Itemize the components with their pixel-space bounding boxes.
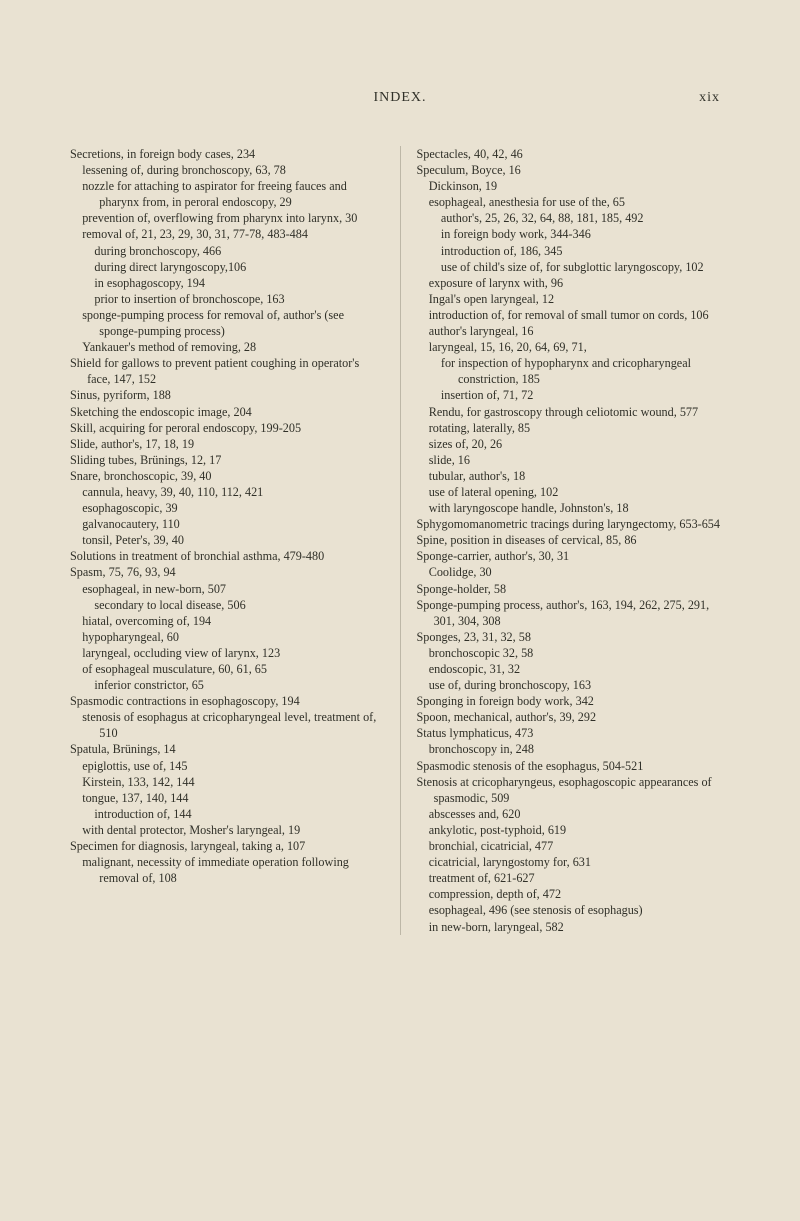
index-entry: sizes of, 20, 26: [417, 436, 731, 452]
index-entry: bronchial, cicatricial, 477: [417, 838, 731, 854]
index-entry: esophageal, in new-born, 507: [70, 581, 384, 597]
index-entry: Spatula, Brünings, 14: [70, 741, 384, 757]
index-entry: Speculum, Boyce, 16: [417, 162, 731, 178]
index-entry: sponge-pumping process for removal of, a…: [70, 307, 384, 339]
index-entry: Shield for gallows to prevent patient co…: [70, 355, 384, 387]
index-entry: esophageal, 496 (see stenosis of esophag…: [417, 902, 731, 918]
column-separator: [400, 146, 401, 935]
index-entry: Slide, author's, 17, 18, 19: [70, 436, 384, 452]
index-entry: Specimen for diagnosis, laryngeal, takin…: [70, 838, 384, 854]
index-entry: hiatal, overcoming of, 194: [70, 613, 384, 629]
index-entry: Kirstein, 133, 142, 144: [70, 774, 384, 790]
index-entry: galvanocautery, 110: [70, 516, 384, 532]
index-entry: author's laryngeal, 16: [417, 323, 731, 339]
index-entry: Sliding tubes, Brünings, 12, 17: [70, 452, 384, 468]
index-entry: slide, 16: [417, 452, 731, 468]
index-entry: Sinus, pyriform, 188: [70, 387, 384, 403]
index-entry: Snare, bronchoscopic, 39, 40: [70, 468, 384, 484]
index-entry: tubular, author's, 18: [417, 468, 731, 484]
index-entry: Stenosis at cricopharyngeus, esophagosco…: [417, 774, 731, 806]
index-entry: endoscopic, 31, 32: [417, 661, 731, 677]
index-entry: during direct laryngoscopy,106: [70, 259, 384, 275]
index-entry: insertion of, 71, 72: [417, 387, 731, 403]
index-entry: author's, 25, 26, 32, 64, 88, 181, 185, …: [417, 210, 731, 226]
index-column-right: Spectacles, 40, 42, 46Speculum, Boyce, 1…: [417, 146, 731, 935]
index-entry: Spine, position in diseases of cervical,…: [417, 532, 731, 548]
index-entry: abscesses and, 620: [417, 806, 731, 822]
index-entry: Sphygomomanometric tracings during laryn…: [417, 516, 731, 532]
index-entry: laryngeal, occluding view of larynx, 123: [70, 645, 384, 661]
page-number: xix: [660, 90, 720, 106]
index-entry: use of lateral opening, 102: [417, 484, 731, 500]
index-entry: bronchoscopy in, 248: [417, 741, 731, 757]
index-entry: introduction of, 186, 345: [417, 243, 731, 259]
index-entry: with laryngoscope handle, Johnston's, 18: [417, 500, 731, 516]
index-entry: malignant, necessity of immediate operat…: [70, 854, 384, 886]
index-entry: compression, depth of, 472: [417, 886, 731, 902]
index-entry: nozzle for attaching to aspirator for fr…: [70, 178, 384, 210]
index-entry: with dental protector, Mosher's laryngea…: [70, 822, 384, 838]
index-entry: Spoon, mechanical, author's, 39, 292: [417, 709, 731, 725]
index-entry: use of child's size of, for subglottic l…: [417, 259, 731, 275]
index-entry: prior to insertion of bronchoscope, 163: [70, 291, 384, 307]
index-entry: esophagoscopic, 39: [70, 500, 384, 516]
index-entry: tonsil, Peter's, 39, 40: [70, 532, 384, 548]
index-entry: stenosis of esophagus at cricopharyngeal…: [70, 709, 384, 741]
index-entry: Skill, acquiring for peroral endoscopy, …: [70, 420, 384, 436]
index-entry: Status lymphaticus, 473: [417, 725, 731, 741]
index-columns: Secretions, in foreign body cases, 234le…: [70, 146, 730, 935]
index-entry: Spectacles, 40, 42, 46: [417, 146, 731, 162]
index-entry: Sponge-carrier, author's, 30, 31: [417, 548, 731, 564]
index-entry: introduction of, for removal of small tu…: [417, 307, 731, 323]
index-entry: esophageal, anesthesia for use of the, 6…: [417, 194, 731, 210]
index-entry: Solutions in treatment of bronchial asth…: [70, 548, 384, 564]
index-entry: epiglottis, use of, 145: [70, 758, 384, 774]
index-entry: bronchoscopic 32, 58: [417, 645, 731, 661]
index-entry: inferior constrictor, 65: [70, 677, 384, 693]
index-entry: Coolidge, 30: [417, 564, 731, 580]
index-entry: hypopharyngeal, 60: [70, 629, 384, 645]
index-entry: treatment of, 621-627: [417, 870, 731, 886]
index-entry: of esophageal musculature, 60, 61, 65: [70, 661, 384, 677]
index-entry: removal of, 21, 23, 29, 30, 31, 77-78, 4…: [70, 226, 384, 242]
index-entry: ankylotic, post-typhoid, 619: [417, 822, 731, 838]
index-entry: use of, during bronchoscopy, 163: [417, 677, 731, 693]
index-entry: secondary to local disease, 506: [70, 597, 384, 613]
index-entry: Dickinson, 19: [417, 178, 731, 194]
index-entry: during bronchoscopy, 466: [70, 243, 384, 259]
index-entry: cannula, heavy, 39, 40, 110, 112, 421: [70, 484, 384, 500]
index-entry: tongue, 137, 140, 144: [70, 790, 384, 806]
index-entry: Sponge-holder, 58: [417, 581, 731, 597]
index-entry: Secretions, in foreign body cases, 234: [70, 146, 384, 162]
index-entry: for inspection of hypopharynx and cricop…: [417, 355, 731, 387]
index-entry: Sketching the endoscopic image, 204: [70, 404, 384, 420]
index-entry: in esophagoscopy, 194: [70, 275, 384, 291]
index-entry: cicatricial, laryngostomy for, 631: [417, 854, 731, 870]
index-entry: prevention of, overflowing from pharynx …: [70, 210, 384, 226]
index-entry: exposure of larynx with, 96: [417, 275, 731, 291]
index-entry: laryngeal, 15, 16, 20, 64, 69, 71,: [417, 339, 731, 355]
index-entry: Sponging in foreign body work, 342: [417, 693, 731, 709]
page-header: INDEX. xix: [70, 90, 730, 106]
index-entry: Spasm, 75, 76, 93, 94: [70, 564, 384, 580]
index-entry: Rendu, for gastroscopy through celiotomi…: [417, 404, 731, 420]
index-column-left: Secretions, in foreign body cases, 234le…: [70, 146, 384, 935]
header-left-spacer: [80, 90, 140, 106]
index-entry: Sponge-pumping process, author's, 163, 1…: [417, 597, 731, 629]
index-entry: lessening of, during bronchoscopy, 63, 7…: [70, 162, 384, 178]
index-entry: Sponges, 23, 31, 32, 58: [417, 629, 731, 645]
index-entry: Ingal's open laryngeal, 12: [417, 291, 731, 307]
index-title: INDEX.: [140, 90, 660, 106]
index-entry: in foreign body work, 344-346: [417, 226, 731, 242]
index-entry: rotating, laterally, 85: [417, 420, 731, 436]
index-entry: Yankauer's method of removing, 28: [70, 339, 384, 355]
page: INDEX. xix Secretions, in foreign body c…: [0, 0, 800, 1221]
index-entry: in new-born, laryngeal, 582: [417, 919, 731, 935]
index-entry: Spasmodic contractions in esophagoscopy,…: [70, 693, 384, 709]
index-entry: Spasmodic stenosis of the esophagus, 504…: [417, 758, 731, 774]
index-entry: introduction of, 144: [70, 806, 384, 822]
